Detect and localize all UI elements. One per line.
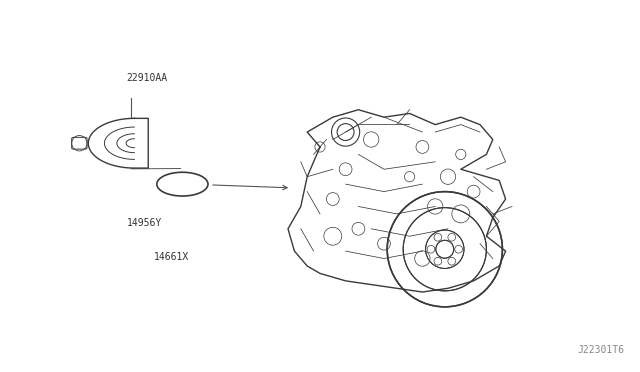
Text: J22301T6: J22301T6 bbox=[577, 345, 624, 355]
Polygon shape bbox=[288, 110, 506, 292]
Text: 14661X: 14661X bbox=[154, 252, 189, 262]
Text: 22910AA: 22910AA bbox=[127, 73, 168, 83]
Ellipse shape bbox=[387, 192, 502, 307]
Text: 14956Y: 14956Y bbox=[127, 218, 162, 228]
Polygon shape bbox=[88, 118, 148, 168]
FancyBboxPatch shape bbox=[72, 137, 87, 149]
